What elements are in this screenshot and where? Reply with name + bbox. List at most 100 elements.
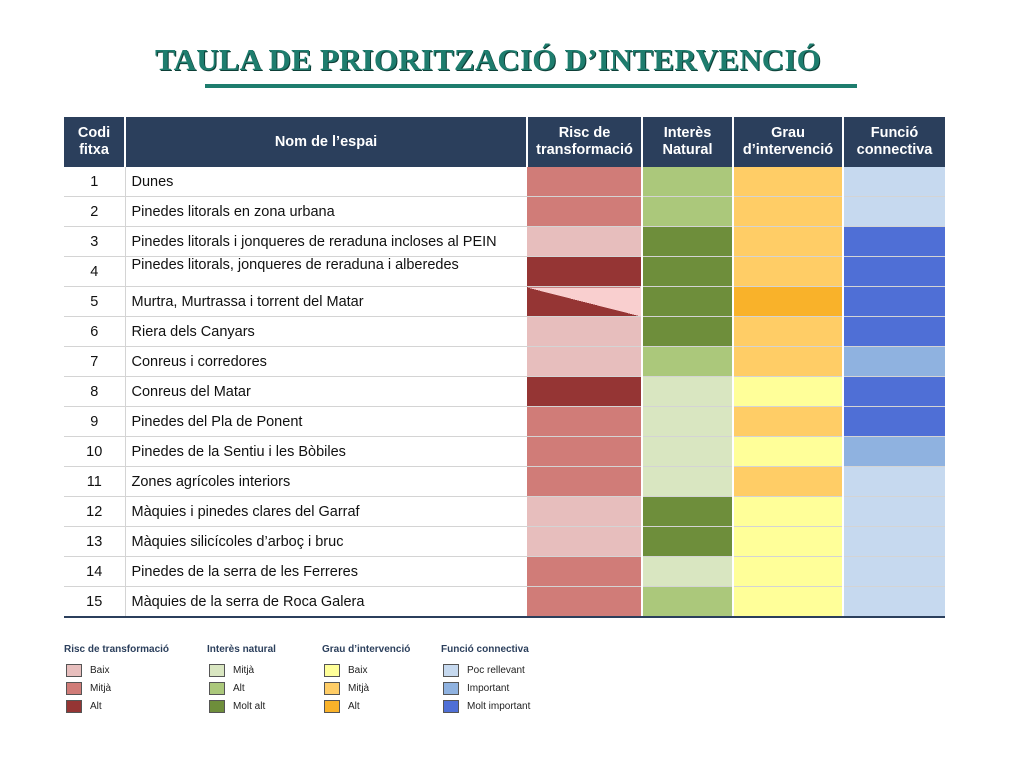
cell-funcio-swatch (843, 376, 945, 407)
header-funcio: Funció connectiva (843, 117, 945, 167)
legend-item: Molt important (441, 697, 530, 715)
cell-grau-swatch (733, 316, 844, 347)
legend-item: Alt (207, 679, 276, 697)
row-name: Conreus i corredores (125, 346, 527, 377)
cell-funcio-swatch (843, 586, 945, 618)
cell-grau-swatch (733, 466, 844, 497)
header-grau: Grau d’intervenció (733, 117, 844, 167)
legend-item: Molt alt (207, 697, 276, 715)
cell-risc-swatch (527, 286, 643, 317)
cell-funcio-swatch (843, 346, 945, 377)
cell-grau-swatch (733, 196, 844, 227)
legend-title: Funció connectiva (441, 644, 529, 655)
table-row: 10 Pinedes de la Sentiu i les Bòbiles (64, 436, 945, 467)
cell-funcio-swatch (843, 496, 945, 527)
legend-item: Mitjà (322, 679, 410, 697)
row-name: Pinedes de la Sentiu i les Bòbiles (125, 436, 527, 467)
legend-label: Alt (90, 700, 102, 712)
cell-grau-swatch (733, 586, 844, 618)
row-code: 3 (64, 226, 126, 257)
legend-label: Baix (90, 664, 110, 676)
cell-funcio-swatch (843, 286, 945, 317)
legend-swatch (209, 663, 225, 677)
cell-funcio-swatch (843, 526, 945, 557)
table-header-row: Codi fitxa Nom de l’espai Risc de transfor… (64, 117, 945, 167)
cell-risc-swatch (527, 436, 643, 467)
legend-swatch (324, 681, 340, 695)
row-code: 6 (64, 316, 126, 347)
cell-interes-swatch (642, 316, 734, 347)
legend-swatch (324, 663, 340, 677)
row-name: Pinedes litorals, jonqueres de reraduna … (125, 256, 527, 287)
cell-interes-swatch (642, 406, 734, 437)
legend-title: Interès natural (207, 644, 276, 655)
cell-funcio-swatch (843, 167, 945, 197)
cell-risc-swatch (527, 256, 643, 287)
cell-funcio-swatch (843, 466, 945, 497)
cell-risc-swatch (527, 196, 643, 227)
table-row: 8 Conreus del Matar (64, 376, 945, 407)
page-title: TAULA DE PRIORITZACIÓ D’INTERVENCIÓ (155, 42, 821, 77)
row-name: Pinedes litorals i jonqueres de reraduna… (125, 226, 527, 257)
legend-item: Poc rellevant (441, 661, 530, 679)
legend-title: Risc de transformació (64, 644, 170, 655)
legend-interes: Interès natural Mitjà Alt Molt alt (207, 644, 276, 715)
legend-swatch (209, 699, 225, 713)
cell-grau-swatch (733, 436, 844, 467)
legend-label: Poc rellevant (467, 664, 525, 676)
legend-item: Baix (64, 661, 169, 679)
row-name: Murtra, Murtrassa i torrent del Matar (125, 286, 527, 317)
row-name: Dunes (125, 167, 527, 197)
header-name: Nom de l’espai (125, 117, 528, 167)
row-name: Riera dels Canyars (125, 316, 527, 347)
legend-grau: Grau d’intervenció Baix Mitjà Alt (322, 644, 410, 715)
table-row: 15 Màquies de la serra de Roca Galera (64, 586, 945, 618)
cell-grau-swatch (733, 286, 844, 317)
row-code: 5 (64, 286, 126, 317)
row-code: 8 (64, 376, 126, 407)
cell-risc-swatch (527, 406, 643, 437)
legend-swatch (66, 699, 82, 713)
cell-funcio-swatch (843, 556, 945, 587)
cell-funcio-swatch (843, 316, 945, 347)
legend-item: Mitjà (207, 661, 276, 679)
cell-interes-swatch (642, 376, 734, 407)
row-name: Pinedes litorals en zona urbana (125, 196, 527, 227)
cell-interes-swatch (642, 526, 734, 557)
cell-interes-swatch (642, 167, 734, 197)
legend-label: Baix (348, 664, 368, 676)
cell-interes-swatch (642, 496, 734, 527)
table-row: 14 Pinedes de la serra de les Ferreres (64, 556, 945, 587)
cell-interes-swatch (642, 286, 734, 317)
row-code: 10 (64, 436, 126, 467)
legend-label: Important (467, 682, 510, 694)
cell-interes-swatch (642, 436, 734, 467)
cell-funcio-swatch (843, 436, 945, 467)
row-name: Màquies i pinedes clares del Garraf (125, 496, 527, 527)
legend-swatch (66, 681, 82, 695)
table-row: 11 Zones agrícoles interiors (64, 466, 945, 497)
table-row: 4 Pinedes litorals, jonqueres de reraduna… (64, 256, 945, 287)
table-row: 13 Màquies silicícoles d’arboç i bruc (64, 526, 945, 557)
cell-risc-swatch (527, 556, 643, 587)
row-code: 2 (64, 196, 126, 227)
cell-funcio-swatch (843, 226, 945, 257)
row-code: 7 (64, 346, 126, 377)
legend-item: Alt (322, 697, 410, 715)
cell-risc-swatch (527, 496, 643, 527)
row-code: 1 (64, 167, 126, 197)
cell-grau-swatch (733, 556, 844, 587)
cell-funcio-swatch (843, 196, 945, 227)
legend-swatch (443, 699, 459, 713)
prioritization-table: Codi fitxa Nom de l’espai Risc de transfor… (64, 117, 945, 618)
table-row: 1 Dunes (64, 167, 945, 197)
row-code: 14 (64, 556, 126, 587)
cell-risc-swatch (527, 526, 643, 557)
row-code: 4 (64, 256, 126, 287)
cell-funcio-swatch (843, 406, 945, 437)
table-row: 6 Riera dels Canyars (64, 316, 945, 347)
legend-swatch (209, 681, 225, 695)
header-risc: Risc de transformació (527, 117, 643, 167)
cell-interes-swatch (642, 556, 734, 587)
cell-risc-swatch (527, 167, 643, 197)
